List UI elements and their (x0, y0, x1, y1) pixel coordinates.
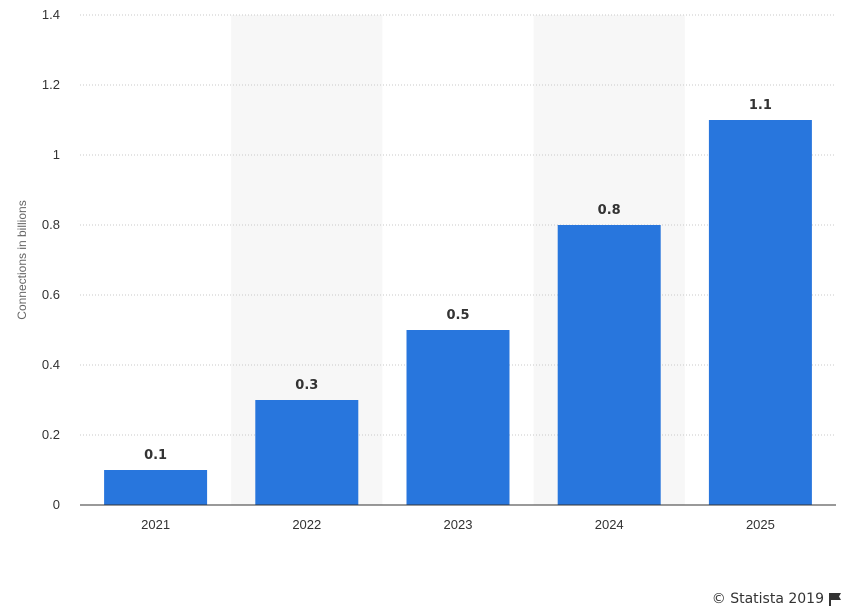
bar[interactable] (557, 225, 661, 505)
credit-text: © Statista 2019 (711, 591, 824, 607)
y-tick-label: 0.2 (42, 427, 60, 442)
y-tick-label: 0 (53, 497, 60, 512)
x-tick-label: 2021 (141, 517, 170, 532)
bar[interactable] (255, 400, 359, 505)
axes: 0 0.2 0.4 0.6 0.8 1 1.2 1.4 2021 2022 2023 2024 2025 (42, 7, 836, 532)
data-label: 0.5 (446, 308, 469, 323)
y-tick-label: 1.2 (42, 77, 60, 92)
bars (104, 120, 812, 505)
bar[interactable] (104, 470, 208, 505)
y-axis-title: Connections in billions (15, 200, 29, 319)
y-tick-label: 1.4 (42, 7, 60, 22)
data-label: 0.1 (144, 448, 167, 463)
x-tick-label: 2022 (292, 517, 321, 532)
bar[interactable] (406, 330, 510, 505)
data-label: 1.1 (749, 98, 772, 113)
source-credit[interactable]: © Statista 2019 (712, 591, 842, 607)
data-label: 0.8 (598, 203, 621, 218)
flag-icon[interactable] (828, 592, 842, 606)
y-tick-label: 0.4 (42, 357, 60, 372)
y-tick-label: 1 (53, 147, 60, 162)
x-tick-label: 2025 (746, 517, 775, 532)
y-tick-label: 0.8 (42, 217, 60, 232)
data-labels: 0.1 0.3 0.5 0.8 1.1 (144, 98, 772, 463)
y-tick-label: 0.6 (42, 287, 60, 302)
x-tick-label: 2023 (444, 517, 473, 532)
bar[interactable] (708, 120, 812, 505)
data-label: 0.3 (295, 378, 318, 393)
x-tick-label: 2024 (595, 517, 624, 532)
